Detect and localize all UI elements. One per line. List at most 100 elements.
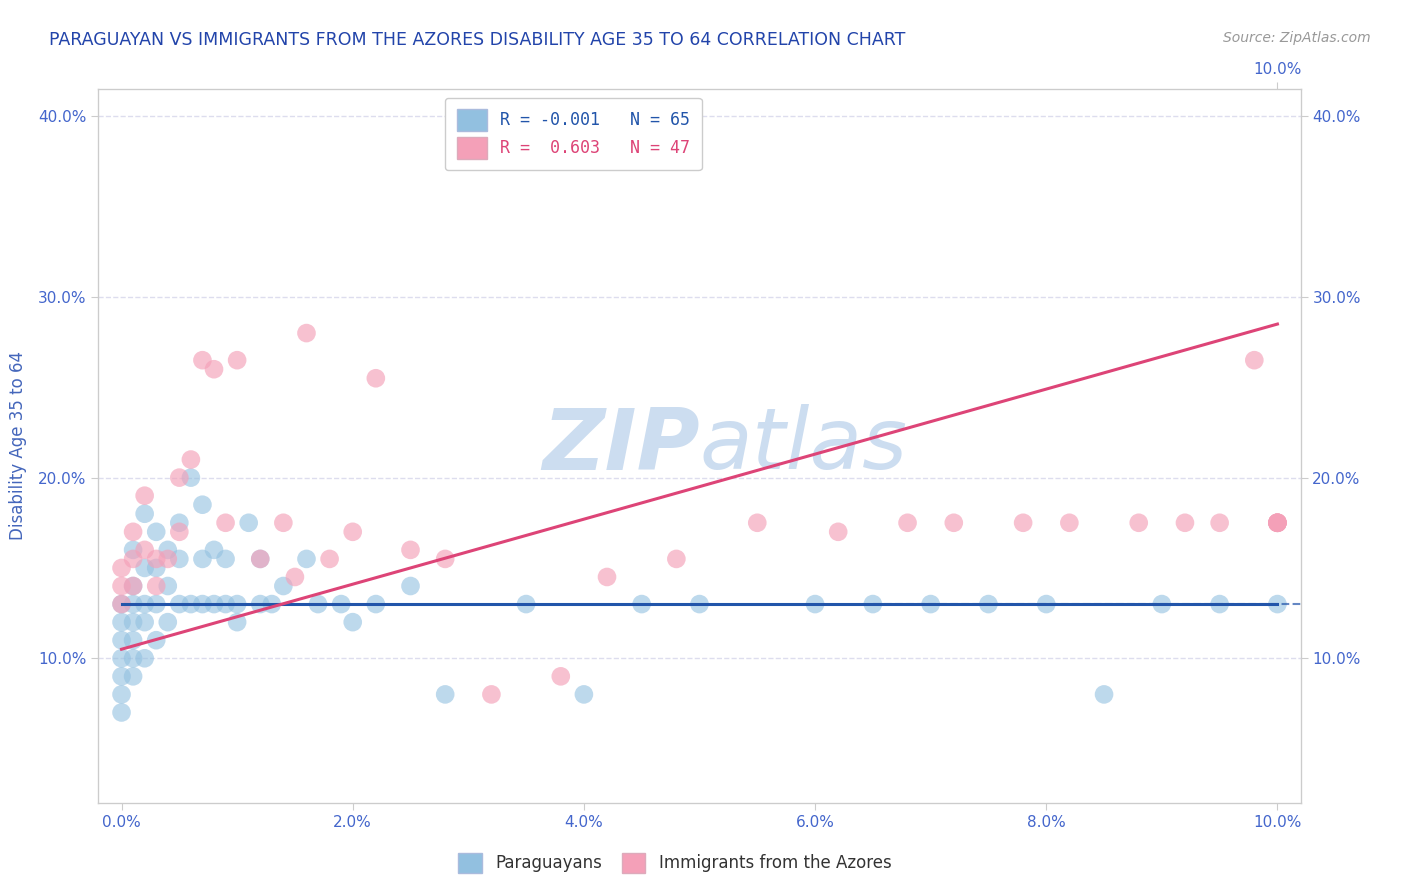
Point [110,597,132,611]
Point [330,597,353,611]
Point [920,597,942,611]
Point [399,542,422,557]
Point [134,561,156,575]
Point [180,597,202,611]
Point [110,669,132,683]
Text: Source: ZipAtlas.com: Source: ZipAtlas.com [1223,31,1371,45]
Point [342,524,364,539]
Point [191,498,214,512]
Point [145,552,167,566]
Point [665,552,688,566]
Point [1128,516,1150,530]
Point [249,597,271,611]
Point [515,597,537,611]
Point [295,326,318,340]
Point [249,552,271,566]
Point [122,615,145,629]
Point [110,561,132,575]
Point [156,615,179,629]
Point [596,570,619,584]
Point [202,542,225,557]
Point [1267,516,1289,530]
Point [134,651,156,665]
Text: ZIP: ZIP [541,404,700,488]
Point [364,597,387,611]
Point [942,516,965,530]
Point [122,542,145,557]
Point [122,651,145,665]
Point [226,597,249,611]
Point [145,633,167,648]
Point [110,579,132,593]
Point [1208,516,1230,530]
Point [122,524,145,539]
Point [1208,597,1230,611]
Point [1267,516,1289,530]
Point [214,516,236,530]
Point [169,597,191,611]
Point [260,597,283,611]
Point [226,353,249,368]
Point [1150,597,1173,611]
Point [110,706,132,720]
Point [481,687,503,701]
Point [550,669,572,683]
Point [689,597,711,611]
Legend: R = -0.001   N = 65, R =  0.603   N = 47: R = -0.001 N = 65, R = 0.603 N = 47 [444,97,702,170]
Point [180,470,202,484]
Point [169,552,191,566]
Point [804,597,827,611]
Point [191,353,214,368]
Point [630,597,652,611]
Point [1243,353,1265,368]
Point [180,452,202,467]
Point [238,516,260,530]
Point [1012,516,1035,530]
Point [145,597,167,611]
Point [134,507,156,521]
Point [122,579,145,593]
Point [284,570,307,584]
Point [134,542,156,557]
Point [169,516,191,530]
Point [110,687,132,701]
Point [295,552,318,566]
Point [862,597,884,611]
Point [827,524,849,539]
Point [191,597,214,611]
Point [747,516,769,530]
Point [202,597,225,611]
Point [191,552,214,566]
Point [134,489,156,503]
Point [110,633,132,648]
Point [134,597,156,611]
Point [156,552,179,566]
Text: PARAGUAYAN VS IMMIGRANTS FROM THE AZORES DISABILITY AGE 35 TO 64 CORRELATION CHA: PARAGUAYAN VS IMMIGRANTS FROM THE AZORES… [49,31,905,49]
Point [110,615,132,629]
Point [434,687,457,701]
Point [1035,597,1057,611]
Point [977,597,1000,611]
Point [122,579,145,593]
Point [572,687,595,701]
Point [145,524,167,539]
Point [1092,687,1115,701]
Point [110,597,132,611]
Y-axis label: Disability Age 35 to 64: Disability Age 35 to 64 [8,351,27,541]
Point [1267,516,1289,530]
Point [122,597,145,611]
Point [145,579,167,593]
Point [169,524,191,539]
Point [226,615,249,629]
Point [156,579,179,593]
Point [364,371,387,385]
Point [318,552,340,566]
Point [273,579,295,593]
Point [1267,516,1289,530]
Point [169,470,191,484]
Point [214,552,236,566]
Point [214,597,236,611]
Point [202,362,225,376]
Point [1267,516,1289,530]
Point [156,542,179,557]
